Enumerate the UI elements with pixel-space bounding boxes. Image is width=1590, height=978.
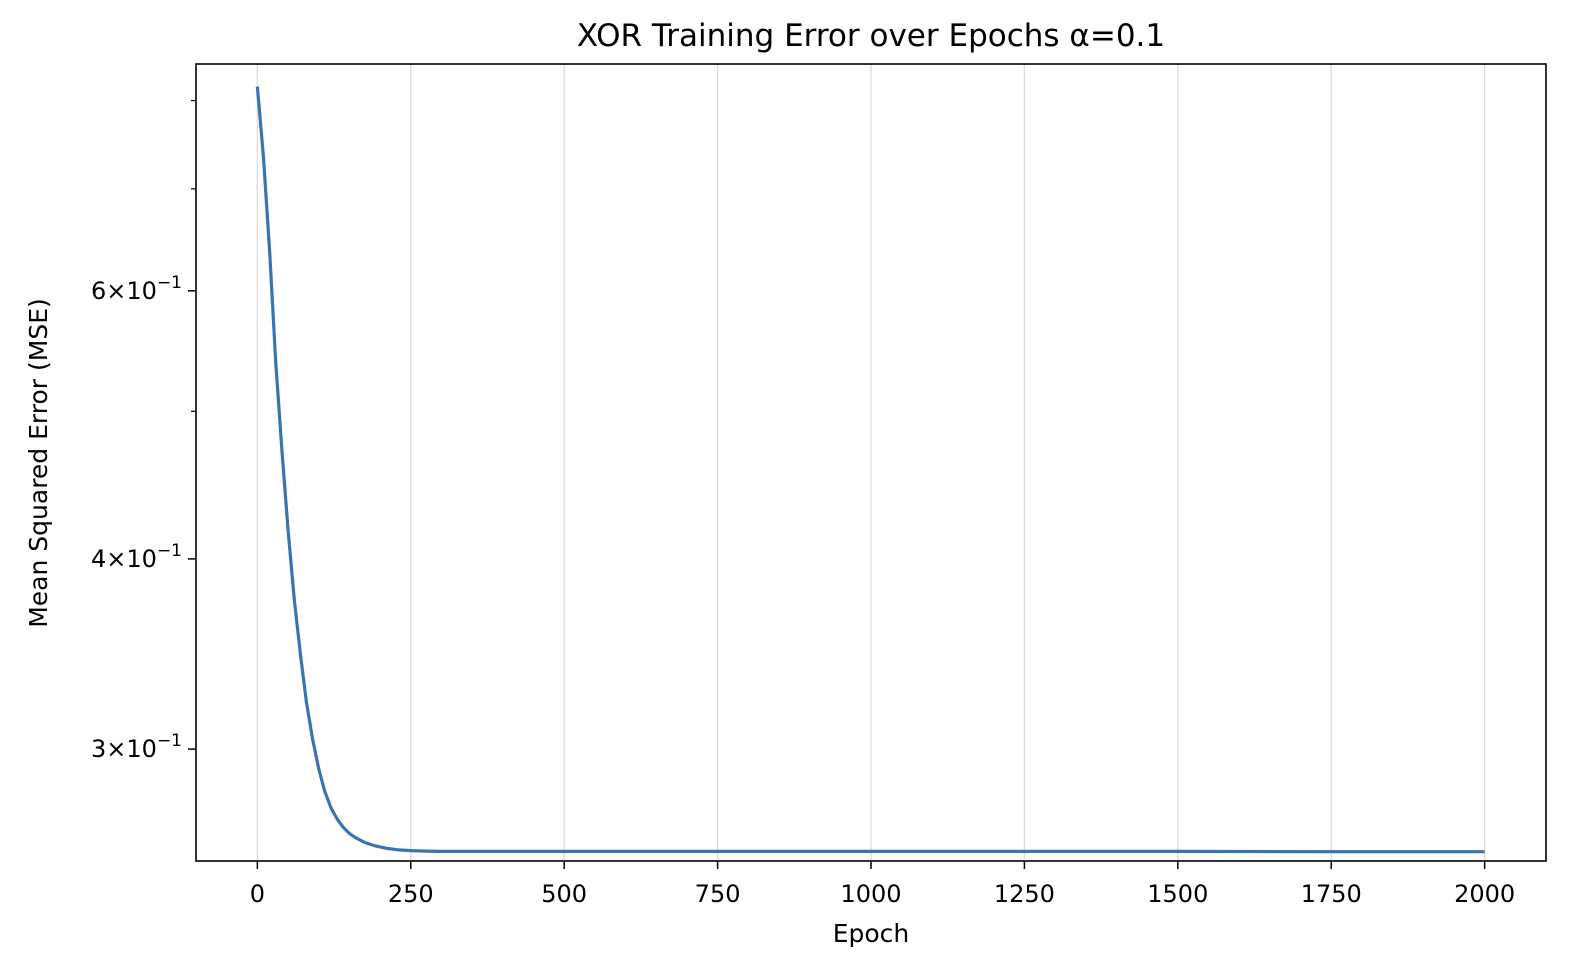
x-tick-label: 2000 — [1454, 880, 1515, 908]
x-tick-label: 1000 — [840, 880, 901, 908]
grid — [256, 64, 1486, 861]
y-tick-label: 3×10−1 — [91, 731, 182, 763]
mse-series-line — [255, 86, 1485, 854]
x-tick-label: 0 — [250, 880, 265, 908]
y-tick-label: 6×10−1 — [91, 273, 182, 305]
chart-title: XOR Training Error over Epochs α=0.1 — [577, 18, 1165, 54]
y-tick-label: 4×10−1 — [91, 541, 182, 573]
x-axis: 0 250 500 750 1000 1250 1500 1750 2000 — [250, 861, 1515, 908]
y-axis: 3×10−1 4×10−1 6×10−1 — [91, 99, 196, 763]
x-tick-label: 500 — [541, 880, 587, 908]
y-axis-label: Mean Squared Error (MSE) — [24, 298, 53, 628]
series-layer — [255, 86, 1485, 854]
x-tick-label: 750 — [695, 880, 741, 908]
x-tick-label: 1500 — [1147, 880, 1208, 908]
x-axis-label: Epoch — [833, 919, 910, 948]
x-tick-label: 1250 — [994, 880, 1055, 908]
x-tick-label: 250 — [388, 880, 434, 908]
x-tick-label: 1750 — [1301, 880, 1362, 908]
